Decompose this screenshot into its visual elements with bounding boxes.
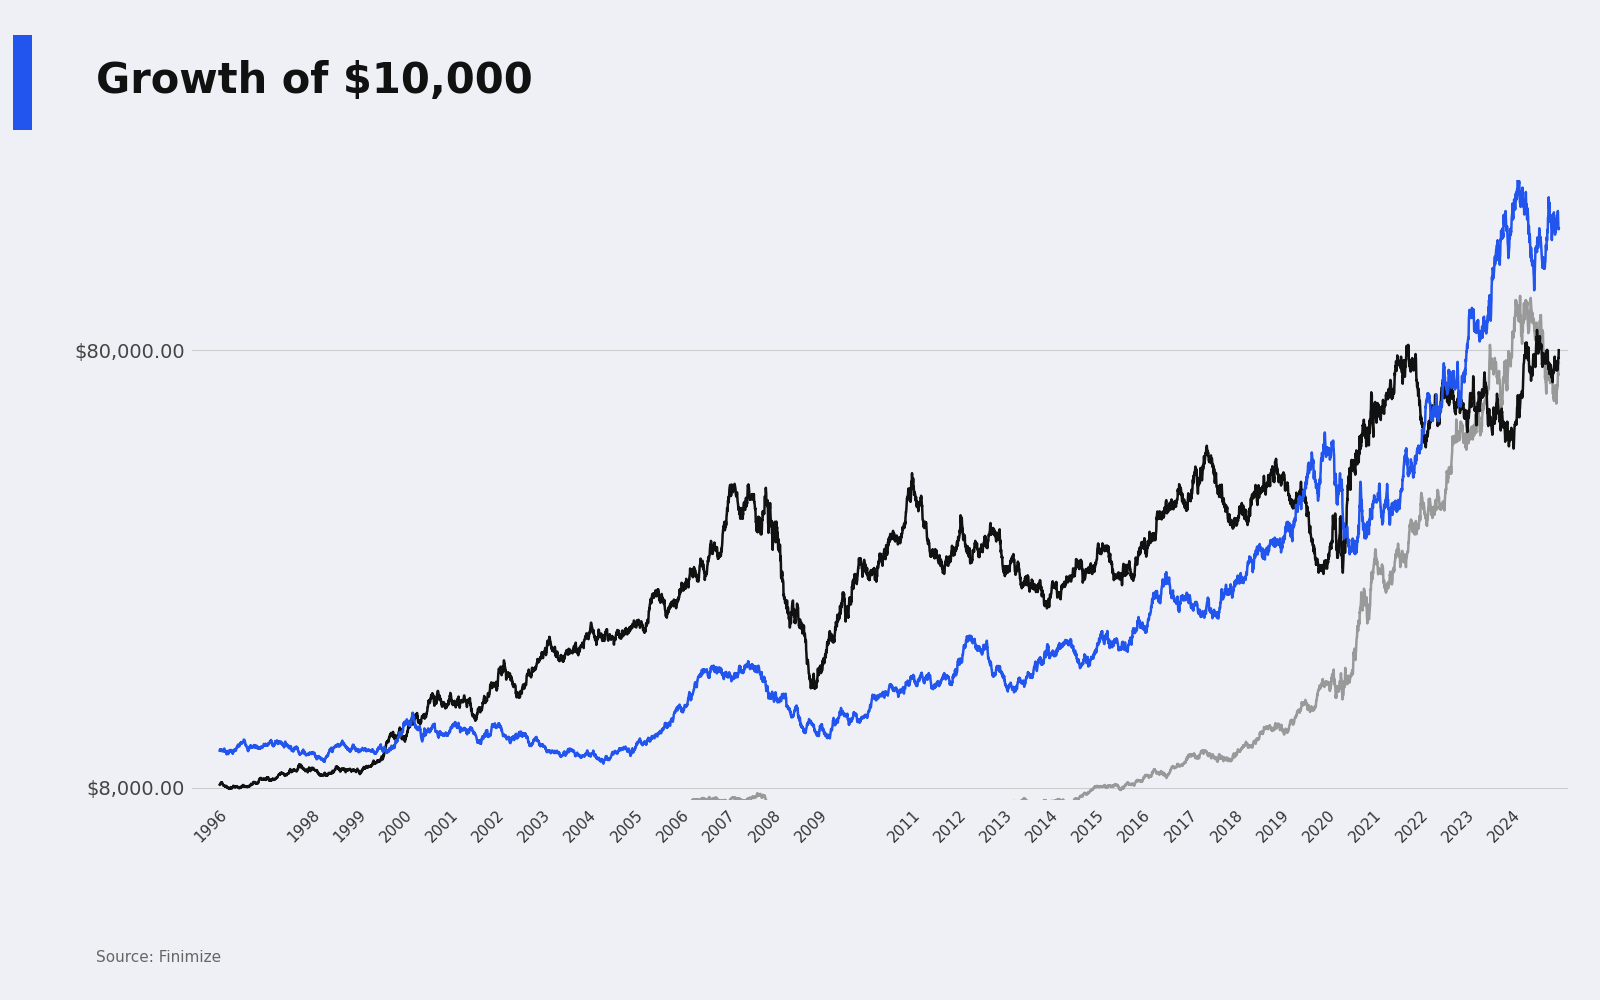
Text: Growth of $10,000: Growth of $10,000 <box>96 60 533 102</box>
Text: Source: Finimize: Source: Finimize <box>96 950 221 965</box>
